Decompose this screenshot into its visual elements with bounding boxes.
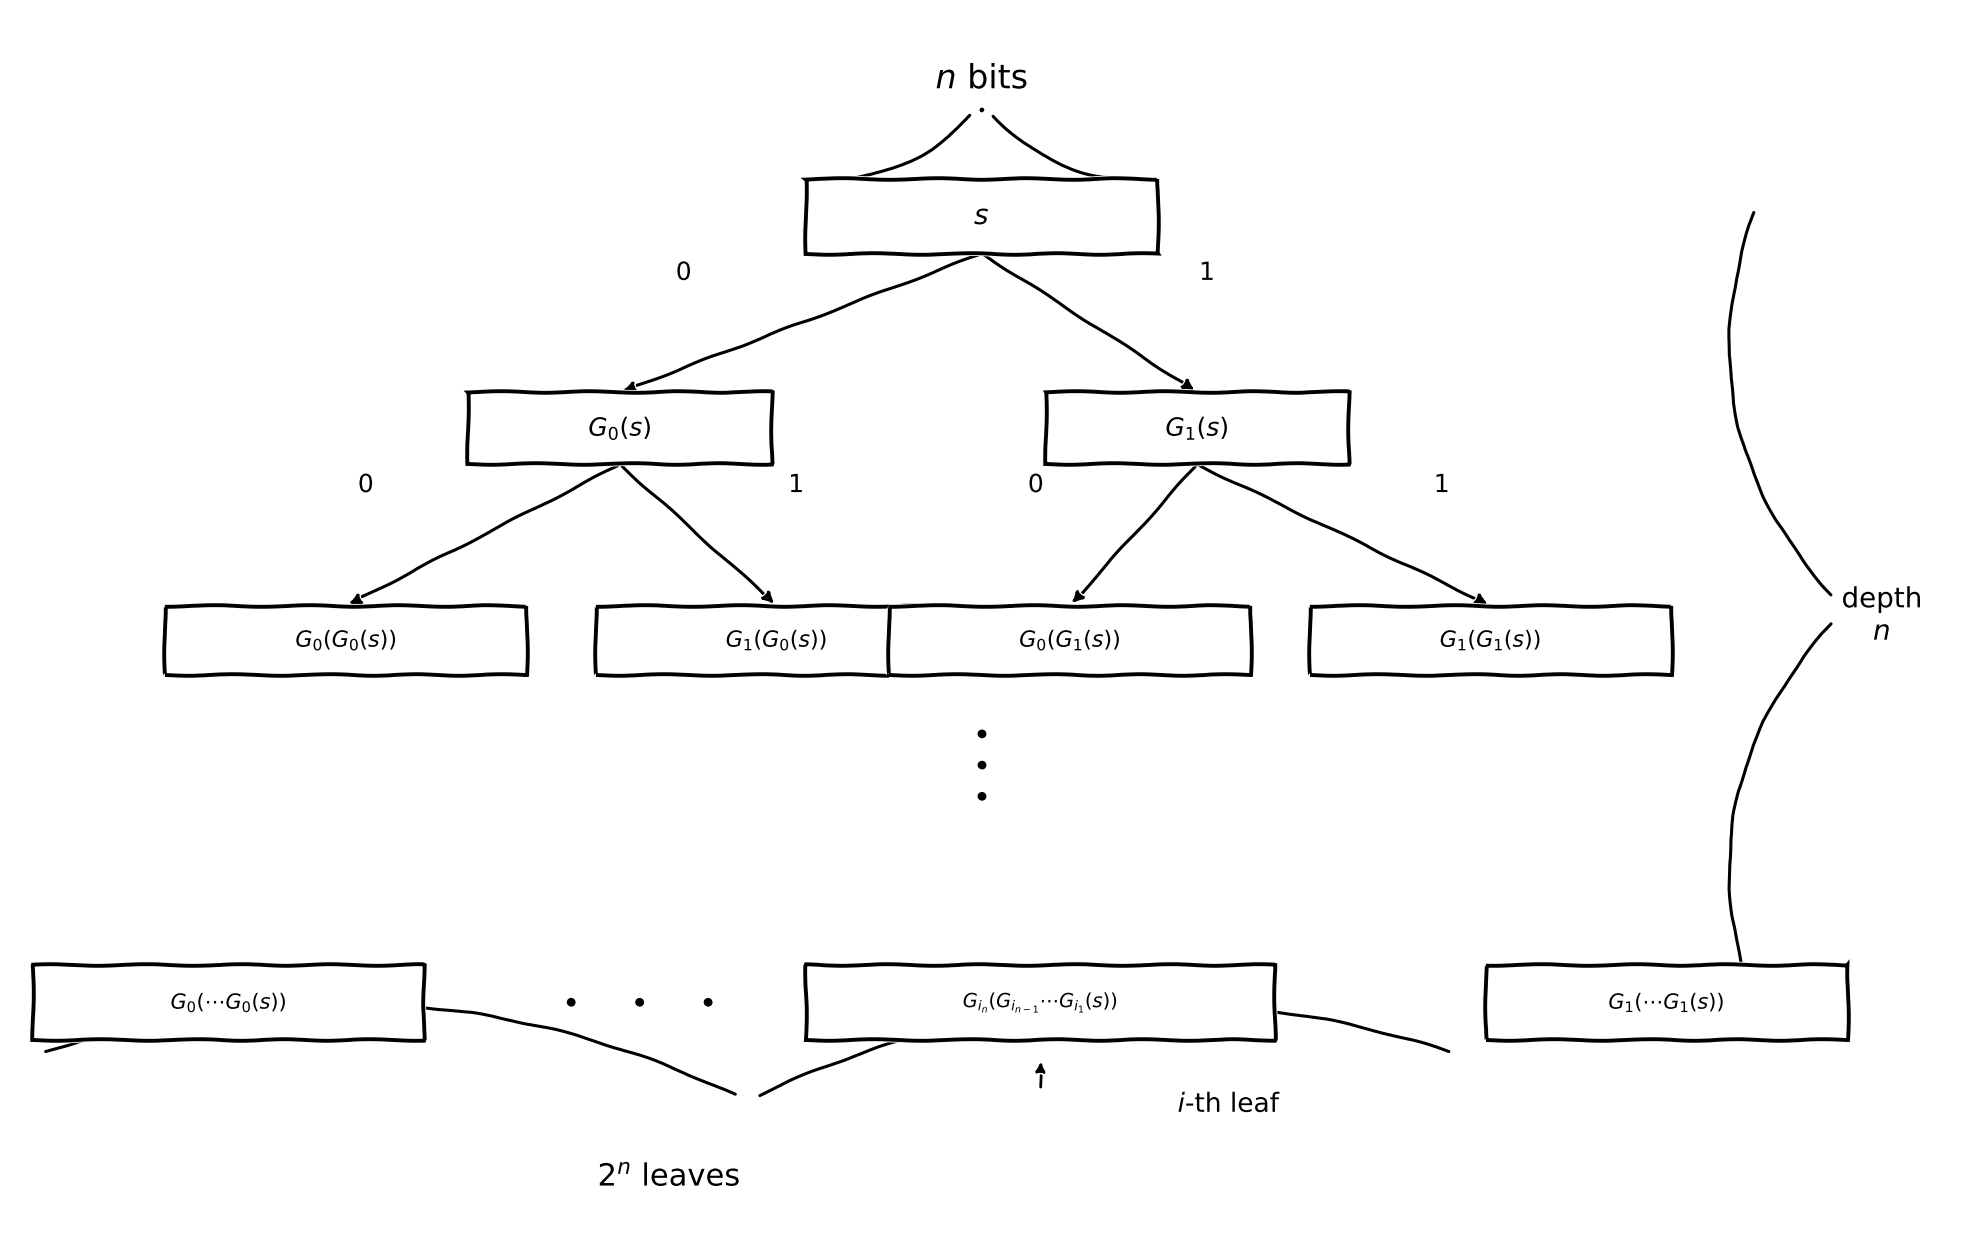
FancyBboxPatch shape [33,965,424,1040]
Text: $n$ bits: $n$ bits [935,63,1029,95]
Text: 0: 0 [357,474,373,497]
Text: $2^n$ leaves: $2^n$ leaves [597,1163,740,1192]
FancyBboxPatch shape [469,392,772,465]
Text: $G_0(\cdots G_0(s))$: $G_0(\cdots G_0(s))$ [171,991,287,1015]
FancyBboxPatch shape [595,605,958,676]
Text: $G_0(G_0(s))$: $G_0(G_0(s))$ [295,629,397,652]
FancyBboxPatch shape [165,605,526,676]
Text: $G_1(s)$: $G_1(s)$ [1165,414,1229,442]
Text: $s$: $s$ [974,202,990,230]
Text: 0: 0 [1027,474,1043,497]
FancyBboxPatch shape [805,965,1275,1040]
Text: depth
$n$: depth $n$ [1842,585,1923,646]
Text: 1: 1 [1200,261,1216,285]
Text: $G_1(G_1(s))$: $G_1(G_1(s))$ [1440,629,1542,652]
FancyBboxPatch shape [1485,965,1848,1040]
FancyBboxPatch shape [890,605,1251,676]
Text: $G_1(G_0(s))$: $G_1(G_0(s))$ [725,629,827,652]
FancyBboxPatch shape [1310,605,1671,676]
Text: 1: 1 [1434,474,1449,497]
Text: $G_{i_n}(G_{i_{n-1}}\cdots G_{i_1}(s))$: $G_{i_n}(G_{i_{n-1}}\cdots G_{i_1}(s))$ [962,990,1119,1015]
Text: 1: 1 [788,474,803,497]
Text: $i$-th leaf: $i$-th leaf [1178,1091,1281,1118]
Text: 0: 0 [676,261,691,285]
FancyBboxPatch shape [1045,392,1349,465]
Text: $G_0(G_1(s))$: $G_0(G_1(s))$ [1019,629,1121,652]
Text: $G_0(s)$: $G_0(s)$ [589,414,652,442]
FancyBboxPatch shape [805,178,1159,254]
Text: $G_1(\cdots G_1(s))$: $G_1(\cdots G_1(s))$ [1609,991,1724,1015]
